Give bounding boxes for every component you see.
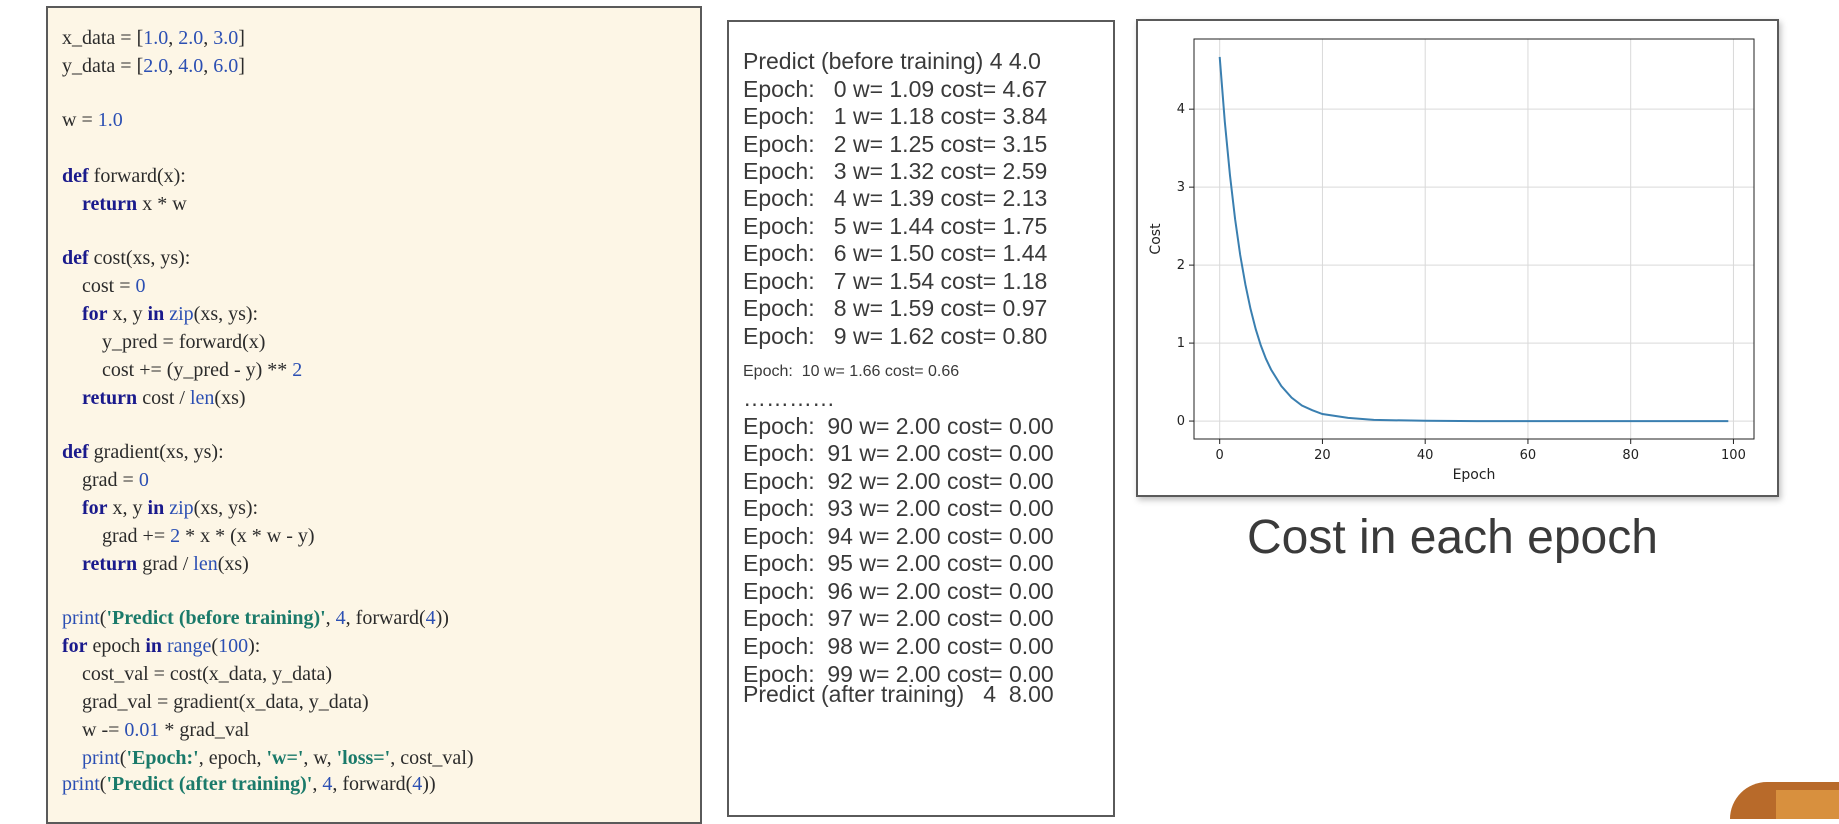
output-line: Predict (before training) 4 4.0 bbox=[743, 48, 1041, 74]
code-line: y_data = [2.0, 4.0, 6.0] bbox=[62, 55, 245, 77]
cost-chart-svg: 0 20 40 60 80 100 0 1 2 3 4 Epoch Cost bbox=[1148, 38, 1755, 483]
code-line: print('Predict (after training)', 4, for… bbox=[62, 773, 436, 795]
code-line: grad_val = gradient(x_data, y_data) bbox=[62, 691, 369, 713]
code-line: print('Epoch:', epoch, 'w=', w, 'loss=',… bbox=[82, 747, 474, 769]
code-line: w = 1.0 bbox=[62, 109, 123, 131]
output-line: Epoch: 97 w= 2.00 cost= 0.00 bbox=[743, 605, 1054, 631]
output-line: ………… bbox=[743, 385, 835, 411]
code-line: grad += 2 * x * (x * w - y) bbox=[62, 525, 315, 547]
output-line: Epoch: 6 w= 1.50 cost= 1.44 bbox=[743, 240, 1048, 266]
output-line: Epoch: 10 w= 1.66 cost= 0.66 bbox=[743, 363, 960, 380]
output-line: Epoch: 96 w= 2.00 cost= 0.00 bbox=[743, 578, 1054, 604]
output-line: Epoch: 4 w= 1.39 cost= 2.13 bbox=[743, 185, 1048, 211]
output-line: Epoch: 91 w= 2.00 cost= 0.00 bbox=[743, 440, 1054, 466]
code-line: def forward(x): bbox=[62, 165, 186, 187]
chart-caption: Cost in each epoch bbox=[1247, 511, 1658, 564]
x-tick-label: 100 bbox=[1721, 448, 1746, 463]
output-line: Epoch: 9 w= 1.62 cost= 0.80 bbox=[743, 323, 1048, 349]
code-line: for epoch in range(100): bbox=[62, 635, 261, 657]
output-line: Epoch: 5 w= 1.44 cost= 1.75 bbox=[743, 213, 1048, 239]
output-panel: Predict (before training) 4 4.0 Epoch: 0 … bbox=[727, 20, 1115, 817]
code-line: w -= 0.01 * grad_val bbox=[62, 719, 250, 741]
code-line: return x * w bbox=[82, 193, 187, 215]
y-tick-label: 3 bbox=[1177, 180, 1185, 195]
output-line: Epoch: 90 w= 2.00 cost= 0.00 bbox=[743, 413, 1054, 439]
x-axis-label: Epoch bbox=[1453, 467, 1496, 483]
code-line: y_pred = forward(x) bbox=[62, 331, 266, 353]
code-line: x_data = [1.0, 2.0, 3.0] bbox=[62, 27, 245, 49]
y-tick-label: 0 bbox=[1177, 414, 1185, 429]
output-line: Epoch: 3 w= 1.32 cost= 2.59 bbox=[743, 158, 1048, 184]
x-tick-label: 80 bbox=[1622, 448, 1639, 463]
code-line: def cost(xs, ys): bbox=[62, 247, 191, 269]
output-line: Epoch: 94 w= 2.00 cost= 0.00 bbox=[743, 523, 1054, 549]
code-line: return cost / len(xs) bbox=[82, 387, 246, 409]
output-line: Epoch: 1 w= 1.18 cost= 3.84 bbox=[743, 103, 1048, 129]
output-line: Epoch: 0 w= 1.09 cost= 4.67 bbox=[743, 76, 1048, 102]
code-line: cost = 0 bbox=[62, 275, 146, 297]
code-panel: x_data = [1.0, 2.0, 3.0] y_data = [2.0, 4… bbox=[46, 6, 702, 824]
code-line: cost_val = cost(x_data, y_data) bbox=[62, 663, 333, 685]
output-line: Epoch: 95 w= 2.00 cost= 0.00 bbox=[743, 550, 1054, 576]
code-line: cost += (y_pred - y) ** 2 bbox=[62, 359, 303, 381]
x-tick-label: 60 bbox=[1520, 448, 1537, 463]
code-line: def gradient(xs, ys): bbox=[62, 441, 224, 463]
output-line: Predict (after training) 4 8.00 bbox=[743, 680, 1054, 707]
x-tick-label: 40 bbox=[1417, 448, 1434, 463]
x-tick-label: 0 bbox=[1216, 448, 1224, 463]
code-line: print('Predict (before training)', 4, fo… bbox=[62, 607, 449, 629]
plot-frame bbox=[1193, 38, 1755, 440]
output-line: Epoch: 93 w= 2.00 cost= 0.00 bbox=[743, 495, 1054, 521]
y-tick-label: 4 bbox=[1177, 102, 1185, 117]
code-line: return grad / len(xs) bbox=[82, 553, 249, 575]
output-line: Epoch: 2 w= 1.25 cost= 3.15 bbox=[743, 131, 1048, 157]
output-line: Epoch: 99 w= 2.00 cost= 0.00 bbox=[743, 661, 1054, 687]
cost-chart: 0 20 40 60 80 100 0 1 2 3 4 Epoch Cost bbox=[1136, 19, 1779, 497]
corner-object-highlight bbox=[1776, 790, 1839, 819]
output-line: Epoch: 7 w= 1.54 cost= 1.18 bbox=[743, 268, 1048, 294]
output-line: Epoch: 92 w= 2.00 cost= 0.00 bbox=[743, 468, 1054, 494]
code-line: for x, y in zip(xs, ys): bbox=[82, 303, 259, 325]
code-line: for x, y in zip(xs, ys): bbox=[82, 497, 259, 519]
cost-series-line bbox=[1218, 56, 1729, 423]
code-line: grad = 0 bbox=[62, 469, 149, 491]
y-tick-label: 2 bbox=[1177, 258, 1185, 273]
output-line: Epoch: 8 w= 1.59 cost= 0.97 bbox=[743, 295, 1048, 321]
x-tick-label: 20 bbox=[1314, 448, 1331, 463]
y-axis-label: Cost bbox=[1148, 223, 1164, 255]
output-line: Epoch: 98 w= 2.00 cost= 0.00 bbox=[743, 633, 1054, 659]
y-tick-label: 1 bbox=[1177, 336, 1185, 351]
